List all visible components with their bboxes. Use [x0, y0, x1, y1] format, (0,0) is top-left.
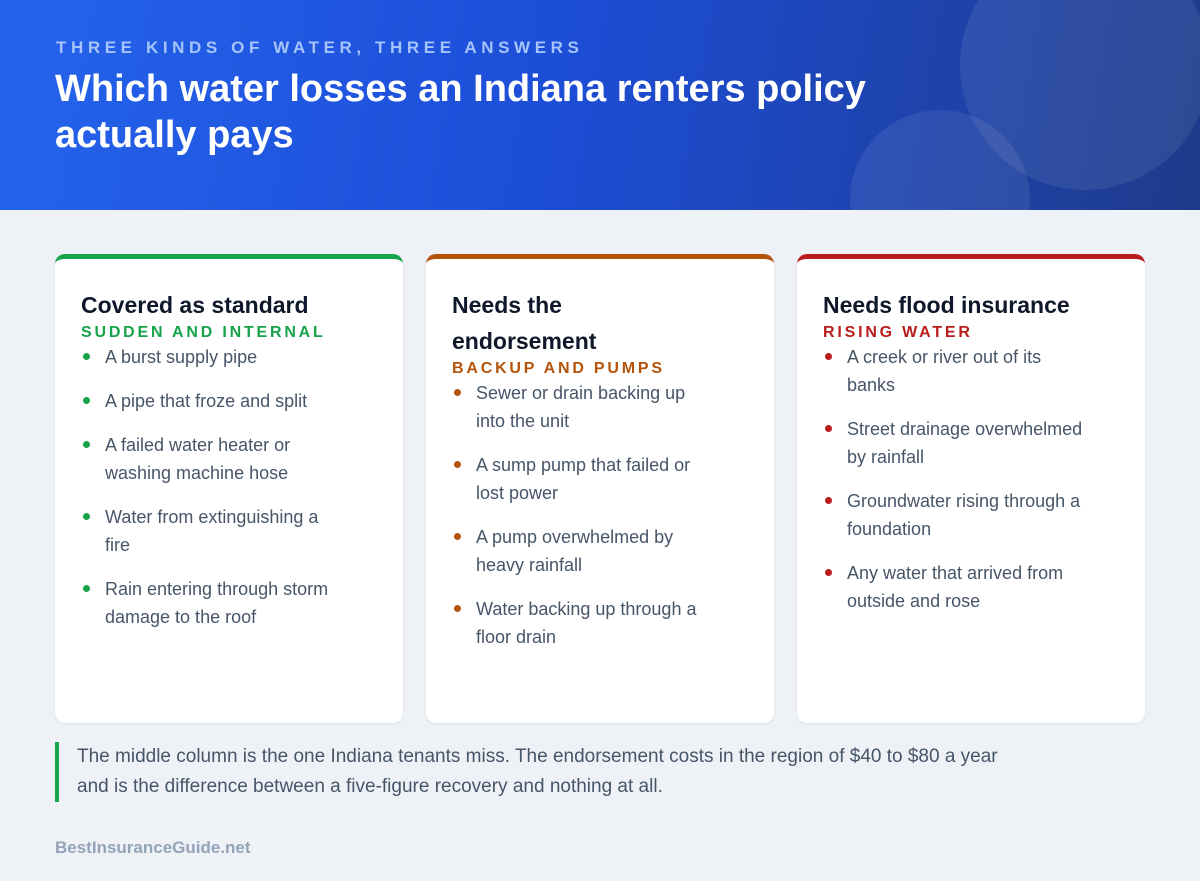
list-item: Rain entering through storm damage to th…: [81, 575, 343, 631]
bullet: [454, 533, 461, 540]
bullet: [83, 397, 90, 404]
list-item: A sump pump that failed or lost power: [452, 451, 714, 507]
item-list: A burst supply pipe A pipe that froze and…: [81, 343, 377, 631]
column-card: Needs the endorsement BACKUP AND PUMPS Sew…: [426, 254, 774, 723]
list-item: Groundwater rising through a foundation: [823, 487, 1085, 543]
eyebrow: THREE KINDS OF WATER, THREE ANSWERS: [56, 38, 584, 57]
bullet: [825, 569, 832, 576]
column-title: Needs flood insurance: [823, 292, 1070, 318]
bullet: [825, 497, 832, 504]
column-title: Covered as standard: [81, 292, 309, 318]
item-text: Rain entering through storm damage to th…: [105, 579, 329, 627]
list-item: Street drainage overwhelmed by rainfall: [823, 415, 1085, 471]
item-text: A creek or river out of its banks: [847, 347, 1042, 395]
column-card: Covered as standard SUDDEN AND INTERNAL A …: [55, 254, 403, 723]
column-label: BACKUP AND PUMPS: [452, 360, 665, 377]
list-item: A failed water heater or washing machine…: [81, 431, 343, 487]
header: THREE KINDS OF WATER, THREE ANSWERS Whic…: [0, 0, 1200, 210]
column-label: SUDDEN AND INTERNAL: [81, 324, 326, 341]
column-card: Needs flood insurance RISING WATER A creek…: [797, 254, 1145, 723]
item-text: Sewer or drain backing up into the unit: [476, 383, 686, 431]
footer: BestInsuranceGuide.net: [55, 838, 251, 857]
bullet: [83, 353, 90, 360]
list-item: Sewer or drain backing up into the unit: [452, 379, 714, 435]
list-item: A pump overwhelmed by heavy rainfall: [452, 523, 714, 579]
item-text: A sump pump that failed or lost power: [476, 455, 691, 503]
bullet: [825, 353, 832, 360]
bullet: [454, 605, 461, 612]
item-text: A pump overwhelmed by heavy rainfall: [476, 527, 674, 575]
bullet: [454, 461, 461, 468]
item-text: A failed water heater or washing machine…: [105, 435, 291, 483]
note: The middle column is the one Indiana ten…: [55, 742, 1015, 802]
bullet: [83, 513, 90, 520]
list-item: A pipe that froze and split: [81, 387, 343, 415]
list-item: A creek or river out of its banks: [823, 343, 1085, 399]
item-list: Sewer or drain backing up into the unit A…: [452, 379, 748, 651]
item-text: Water from extinguishing a fire: [105, 507, 319, 555]
item-text: Street drainage overwhelmed by rainfall: [847, 419, 1083, 467]
title: Which water losses an Indiana renters po…: [55, 68, 866, 156]
list-item: Water from extinguishing a fire: [81, 503, 343, 559]
column-label: RISING WATER: [823, 324, 973, 341]
item-list: A creek or river out of its banks Street …: [823, 343, 1119, 615]
column-title: Needs the endorsement: [452, 292, 597, 354]
list-item: A burst supply pipe: [81, 343, 343, 371]
bullet: [454, 389, 461, 396]
bullet: [825, 425, 832, 432]
item-text: Any water that arrived from outside and …: [847, 563, 1064, 611]
list-item: Any water that arrived from outside and …: [823, 559, 1085, 615]
item-text: Groundwater rising through a foundation: [847, 491, 1081, 539]
item-text: A pipe that froze and split: [105, 391, 308, 411]
bullet: [83, 585, 90, 592]
item-text: A burst supply pipe: [105, 347, 258, 367]
list-item: Water backing up through a floor drain: [452, 595, 714, 651]
item-text: Water backing up through a floor drain: [476, 599, 697, 647]
bullet: [83, 441, 90, 448]
